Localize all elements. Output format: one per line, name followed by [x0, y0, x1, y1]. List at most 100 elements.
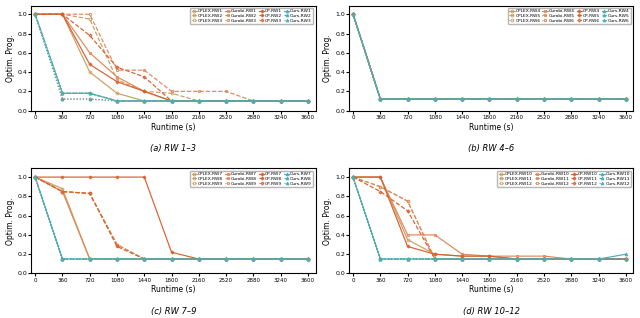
Line: Ours-RW1: Ours-RW1 — [34, 13, 309, 102]
Ours-RW6 — [622, 97, 630, 101]
CPLEX-RW8 — [222, 257, 230, 261]
Gurobi-RW2 — [31, 12, 39, 16]
CPLEX-RW4 — [540, 97, 548, 101]
Ours-RW12 — [486, 257, 493, 261]
Line: Ours-RW3: Ours-RW3 — [34, 13, 309, 102]
CPLEX-RW12 — [376, 257, 384, 261]
CP-RW11 — [349, 175, 357, 179]
CPLEX-RW12 — [568, 257, 575, 261]
Ours-RW6 — [568, 97, 575, 101]
Gurobi-RW7 — [59, 190, 67, 193]
Gurobi-RW7 — [168, 257, 175, 261]
Line: Ours-RW5: Ours-RW5 — [352, 13, 627, 100]
Gurobi-RW12 — [404, 257, 412, 261]
Ours-RW8 — [195, 257, 203, 261]
Ours-RW11 — [431, 257, 439, 261]
Ours-RW2 — [140, 99, 148, 103]
CP-RW11 — [622, 257, 630, 261]
Gurobi-RW10 — [622, 257, 630, 261]
X-axis label: Runtime (s): Runtime (s) — [469, 122, 514, 132]
Gurobi-RW10 — [486, 254, 493, 258]
CPLEX-RW5 — [349, 12, 357, 16]
Ours-RW1 — [195, 99, 203, 103]
CPLEX-RW12 — [622, 257, 630, 261]
Ours-RW1 — [250, 99, 257, 103]
CPLEX-RW6 — [622, 97, 630, 101]
Gurobi-RW3 — [140, 99, 148, 103]
Ours-RW12 — [513, 257, 520, 261]
Gurobi-RW11 — [349, 175, 357, 179]
Gurobi-RW12 — [540, 257, 548, 261]
CPLEX-RW10 — [486, 254, 493, 258]
Ours-RW6 — [431, 97, 439, 101]
Line: CP-RW6: CP-RW6 — [352, 13, 627, 100]
CPLEX-RW11 — [622, 257, 630, 261]
Gurobi-RW9 — [59, 257, 67, 261]
CP-RW8 — [113, 245, 121, 248]
CPLEX-RW4 — [404, 97, 412, 101]
CP-RW12 — [458, 257, 466, 261]
CP-RW2 — [31, 12, 39, 16]
Ours-RW7 — [277, 257, 285, 261]
Gurobi-RW7 — [86, 257, 93, 261]
CP-RW8 — [59, 190, 67, 193]
CP-RW3 — [277, 99, 285, 103]
Gurobi-RW5 — [568, 97, 575, 101]
CPLEX-RW9 — [250, 257, 257, 261]
Ours-RW6 — [595, 97, 602, 101]
Line: CPLEX-RW10: CPLEX-RW10 — [352, 176, 627, 260]
Ours-RW4 — [513, 97, 520, 101]
CP-RW4 — [568, 97, 575, 101]
CP-RW4 — [431, 97, 439, 101]
CP-RW3 — [140, 99, 148, 103]
Gurobi-RW6 — [622, 97, 630, 101]
CP-RW7 — [195, 257, 203, 261]
Gurobi-RW11 — [513, 257, 520, 261]
Ours-RW9 — [113, 257, 121, 261]
CPLEX-RW9 — [140, 257, 148, 261]
Ours-RW2 — [113, 99, 121, 103]
Gurobi-RW9 — [195, 257, 203, 261]
CP-RW3 — [59, 97, 67, 101]
CPLEX-RW2 — [195, 99, 203, 103]
CP-RW6 — [540, 97, 548, 101]
CP-RW5 — [431, 97, 439, 101]
Gurobi-RW8 — [250, 257, 257, 261]
CP-RW7 — [250, 257, 257, 261]
Gurobi-RW1 — [304, 99, 312, 103]
Line: Gurobi-RW9: Gurobi-RW9 — [34, 176, 309, 260]
CPLEX-RW8 — [113, 243, 121, 246]
CPLEX-RW8 — [304, 257, 312, 261]
Gurobi-RW2 — [113, 68, 121, 72]
Gurobi-RW7 — [113, 257, 121, 261]
Ours-RW12 — [540, 257, 548, 261]
Ours-RW11 — [595, 257, 602, 261]
Ours-RW12 — [376, 257, 384, 261]
CPLEX-RW11 — [376, 185, 384, 189]
Line: CPLEX-RW2: CPLEX-RW2 — [34, 13, 309, 102]
Gurobi-RW4 — [431, 97, 439, 101]
CPLEX-RW12 — [404, 257, 412, 261]
Ours-RW11 — [349, 175, 357, 179]
CP-RW5 — [458, 97, 466, 101]
Ours-RW5 — [486, 97, 493, 101]
CPLEX-RW7 — [59, 187, 67, 190]
Ours-RW12 — [349, 175, 357, 179]
Gurobi-RW6 — [568, 97, 575, 101]
Ours-RW6 — [376, 97, 384, 101]
CP-RW1 — [31, 12, 39, 16]
Line: CPLEX-RW11: CPLEX-RW11 — [352, 176, 627, 260]
CPLEX-RW5 — [486, 97, 493, 101]
CPLEX-RW10 — [458, 254, 466, 258]
CP-RW9 — [86, 257, 93, 261]
Line: Gurobi-RW10: Gurobi-RW10 — [352, 176, 627, 260]
CPLEX-RW4 — [486, 97, 493, 101]
CPLEX-RW8 — [277, 257, 285, 261]
Line: CP-RW8: CP-RW8 — [34, 176, 309, 260]
Gurobi-RW12 — [486, 257, 493, 261]
Gurobi-RW6 — [349, 12, 357, 16]
CP-RW12 — [431, 257, 439, 261]
CPLEX-RW6 — [458, 97, 466, 101]
Gurobi-RW1 — [113, 75, 121, 79]
CPLEX-RW7 — [195, 257, 203, 261]
